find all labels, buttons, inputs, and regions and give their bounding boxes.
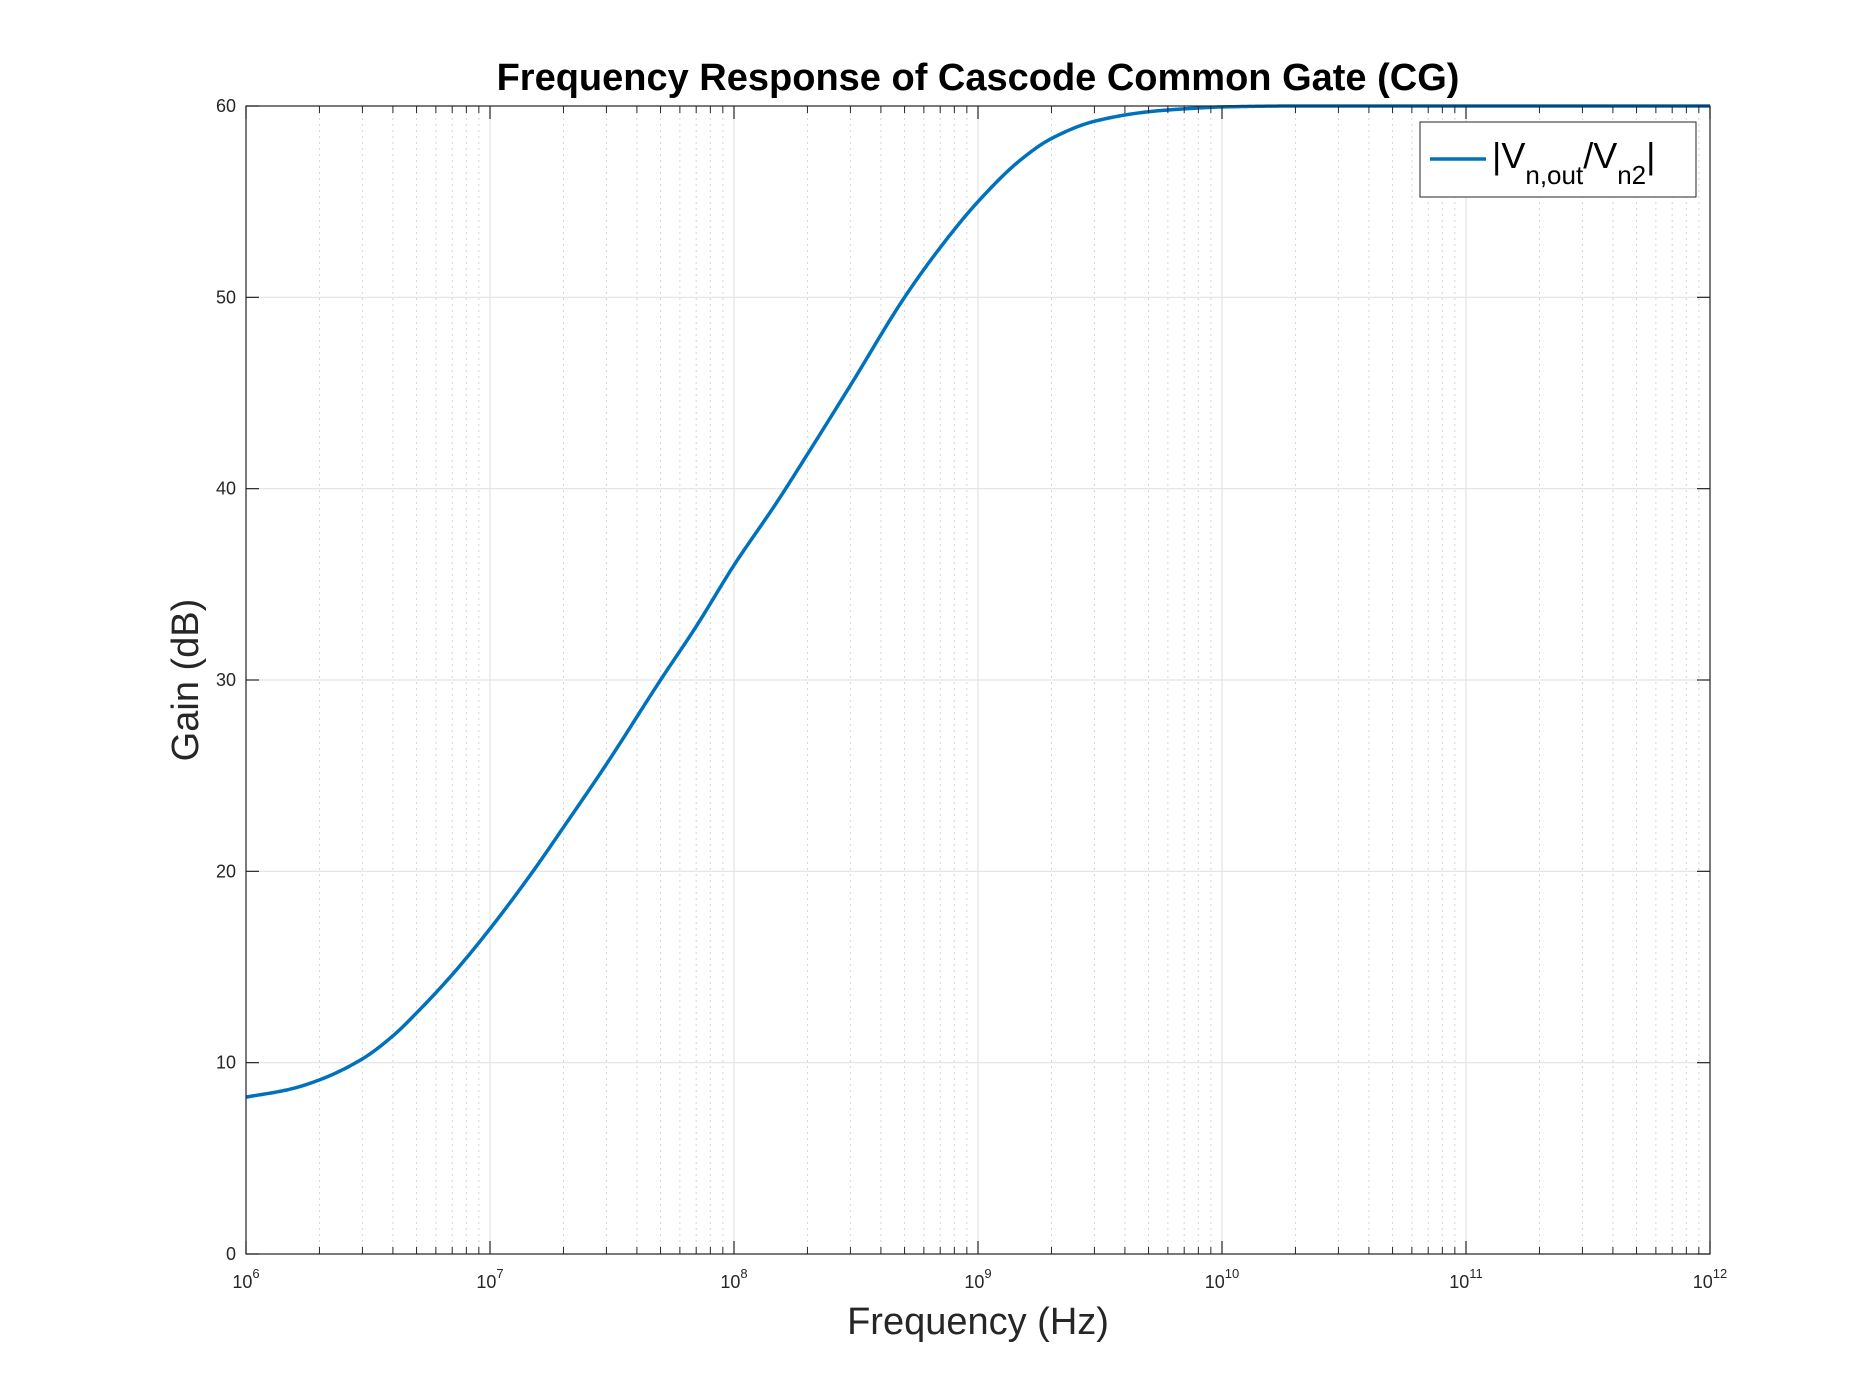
y-tick-label: 50 <box>216 287 236 307</box>
x-tick-label: 1011 <box>1449 1266 1483 1292</box>
x-tick-labels: 106 107 108 109 1010 1011 1012 <box>232 1266 1727 1292</box>
y-axis-label: Gain (dB) <box>165 599 207 762</box>
x-tick-base: 10 <box>1205 1272 1225 1292</box>
legend-sub2: n2 <box>1617 160 1646 190</box>
y-tick-label: 30 <box>216 670 236 690</box>
tick-marks <box>245 105 1711 1255</box>
y-tick-label: 10 <box>216 1053 236 1073</box>
x-tick-label: 109 <box>964 1266 991 1292</box>
x-tick-label: 108 <box>720 1266 747 1292</box>
x-tick-exponent: 11 <box>1469 1266 1483 1281</box>
series-line <box>245 104 1710 1099</box>
legend-prefix: |V <box>1492 135 1525 176</box>
y-tick-labels: 0 10 20 30 40 50 60 <box>216 96 236 1264</box>
y-tick-label: 60 <box>216 96 236 116</box>
chart-title: Frequency Response of Cascode Common Gat… <box>497 57 1460 99</box>
x-tick-exponent: 9 <box>984 1266 991 1281</box>
legend-suffix: | <box>1646 135 1655 176</box>
x-tick-exponent: 10 <box>1225 1266 1239 1281</box>
series-layer <box>245 104 1710 1099</box>
legend-mid: /V <box>1583 135 1617 176</box>
x-tick-base: 10 <box>720 1272 740 1292</box>
x-tick-exponent: 6 <box>252 1266 259 1281</box>
y-tick-label: 20 <box>216 861 236 881</box>
x-axis-label: Frequency (Hz) <box>847 1301 1109 1343</box>
x-tick-exponent: 12 <box>1713 1266 1727 1281</box>
y-tick-label: 0 <box>226 1244 236 1264</box>
x-tick-exponent: 8 <box>740 1266 747 1281</box>
y-tick-label: 40 <box>216 479 236 499</box>
legend-entry: |Vn,out/Vn2| <box>1492 135 1656 190</box>
legend: |Vn,out/Vn2| <box>1419 121 1697 198</box>
x-tick-base: 10 <box>476 1272 496 1292</box>
x-tick-base: 10 <box>964 1272 984 1292</box>
x-tick-base: 10 <box>1449 1272 1469 1292</box>
x-tick-label: 107 <box>476 1266 503 1292</box>
x-tick-label: 106 <box>232 1266 259 1292</box>
x-tick-exponent: 7 <box>496 1266 503 1281</box>
x-tick-base: 10 <box>232 1272 252 1292</box>
x-tick-label: 1010 <box>1205 1266 1240 1292</box>
x-tick-label: 1012 <box>1693 1266 1728 1292</box>
legend-sub1: n,out <box>1525 160 1584 190</box>
x-tick-base: 10 <box>1693 1272 1713 1292</box>
